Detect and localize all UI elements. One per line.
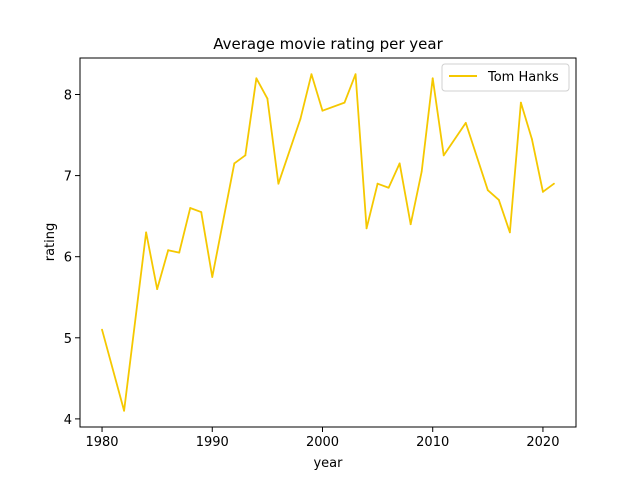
data-point: [299, 117, 302, 120]
data-point: [398, 162, 401, 165]
data-point: [266, 97, 269, 100]
x-tick-label: 1990: [196, 435, 229, 450]
data-point: [365, 227, 368, 230]
y-tick-label: 4: [64, 413, 72, 428]
plot-area: [101, 73, 555, 412]
x-axis-label: year: [313, 456, 343, 471]
data-point: [553, 182, 555, 185]
y-tick-label: 8: [64, 88, 72, 103]
x-tick-label: 1980: [85, 435, 118, 450]
data-point: [310, 73, 313, 76]
x-tick-label: 2010: [416, 435, 449, 450]
data-point: [145, 231, 148, 234]
data-point: [123, 409, 125, 412]
data-point: [409, 223, 412, 226]
data-point: [531, 138, 533, 140]
data-point: [542, 190, 544, 193]
data-point: [233, 162, 236, 165]
data-point: [464, 121, 467, 124]
data-point: [178, 251, 181, 254]
data-point: [156, 288, 159, 291]
y-tick-label: 7: [64, 170, 72, 185]
data-point: [519, 101, 522, 104]
x-axis: 1980 1990 2000 2010 2020: [85, 427, 559, 450]
data-point: [486, 189, 489, 192]
data-point: [420, 170, 423, 173]
data-point: [167, 249, 170, 252]
data-point: [277, 182, 280, 185]
legend-label-tom-hanks: Tom Hanks: [487, 70, 559, 85]
chart-title: Average movie rating per year: [213, 35, 443, 53]
legend-box: [441, 63, 570, 92]
y-axis-label: rating: [43, 223, 58, 262]
data-point: [321, 109, 324, 112]
data-point: [431, 77, 434, 80]
data-point: [255, 77, 258, 80]
data-point: [101, 328, 103, 331]
data-point: [508, 231, 511, 234]
data-point: [354, 73, 357, 76]
data-point: [211, 276, 214, 278]
data-point: [244, 154, 247, 157]
data-point: [442, 154, 445, 157]
x-tick-label: 2000: [306, 435, 339, 450]
x-tick-label: 2020: [526, 435, 559, 450]
y-tick-label: 6: [64, 251, 72, 266]
series-line-0: [101, 73, 555, 412]
data-point: [189, 207, 192, 209]
data-point: [387, 186, 390, 189]
data-point: [343, 101, 346, 104]
legend: Tom Hanks: [441, 63, 570, 92]
axes-frame: [79, 57, 577, 428]
data-point: [376, 182, 379, 185]
data-point: [497, 199, 500, 201]
y-axis: 4 5 6 7 8: [64, 88, 80, 428]
y-tick-label: 5: [64, 332, 72, 347]
data-point: [200, 211, 203, 213]
